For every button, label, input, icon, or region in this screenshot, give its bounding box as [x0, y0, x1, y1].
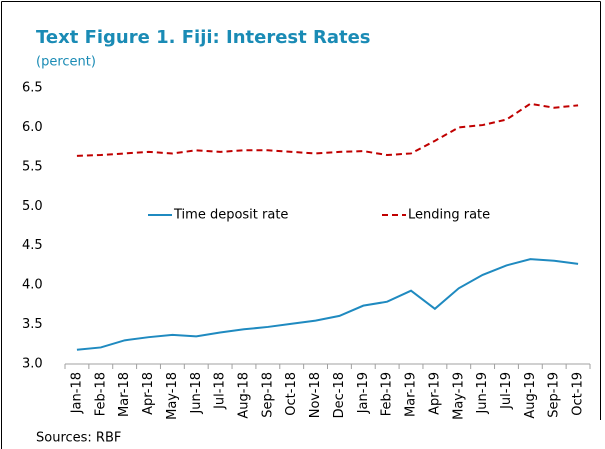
x-tick-label: Sep-18 — [260, 372, 275, 418]
x-tick-label: Nov-18 — [308, 372, 323, 418]
x-tick-label: Feb-18 — [93, 372, 108, 416]
x-tick-label: Feb-19 — [380, 372, 395, 416]
legend-label: Lending rate — [408, 208, 490, 223]
x-tick-label: Jan-19 — [356, 372, 371, 414]
y-tick-label: 4.0 — [22, 278, 43, 293]
series-line — [76, 102, 579, 157]
series-line — [76, 258, 579, 351]
x-tick-label: Oct-19 — [571, 372, 586, 416]
y-tick-label: 6.0 — [22, 120, 43, 135]
y-tick-label: 5.5 — [22, 159, 43, 174]
chart-subtitle: (percent) — [36, 55, 96, 70]
x-tick-label: Dec-18 — [332, 372, 347, 418]
x-tick-label: Aug-18 — [236, 372, 251, 419]
legend-label: Time deposit rate — [173, 208, 288, 223]
y-tick-label: 5.0 — [22, 199, 43, 214]
x-tick-label: Jun-18 — [189, 372, 204, 415]
x-tick-label: Aug-19 — [523, 372, 538, 419]
x-tick-label: Mar-19 — [404, 372, 419, 417]
y-tick-label: 6.5 — [22, 81, 43, 96]
source-note: Sources: RBF — [36, 431, 121, 446]
chart-title: Text Figure 1. Fiji: Interest Rates — [36, 27, 371, 48]
x-tick-label: Sep-19 — [547, 372, 562, 418]
x-tick-label: Apr-18 — [141, 372, 156, 415]
y-tick-label: 3.5 — [22, 317, 43, 332]
y-tick-label: 4.5 — [22, 238, 43, 253]
x-tick-label: May-19 — [451, 372, 466, 420]
y-tick-label: 3.0 — [22, 357, 43, 372]
x-tick-label: Mar-18 — [117, 372, 132, 417]
x-tick-label: Oct-18 — [284, 372, 299, 416]
x-tick-label: Jul-19 — [499, 372, 514, 410]
x-tick-label: Apr-19 — [427, 372, 442, 415]
x-tick-label: Jul-18 — [213, 372, 228, 410]
x-tick-label: Jan-18 — [69, 372, 84, 414]
x-tick-label: May-18 — [165, 372, 180, 420]
x-tick-label: Jun-19 — [475, 372, 490, 415]
